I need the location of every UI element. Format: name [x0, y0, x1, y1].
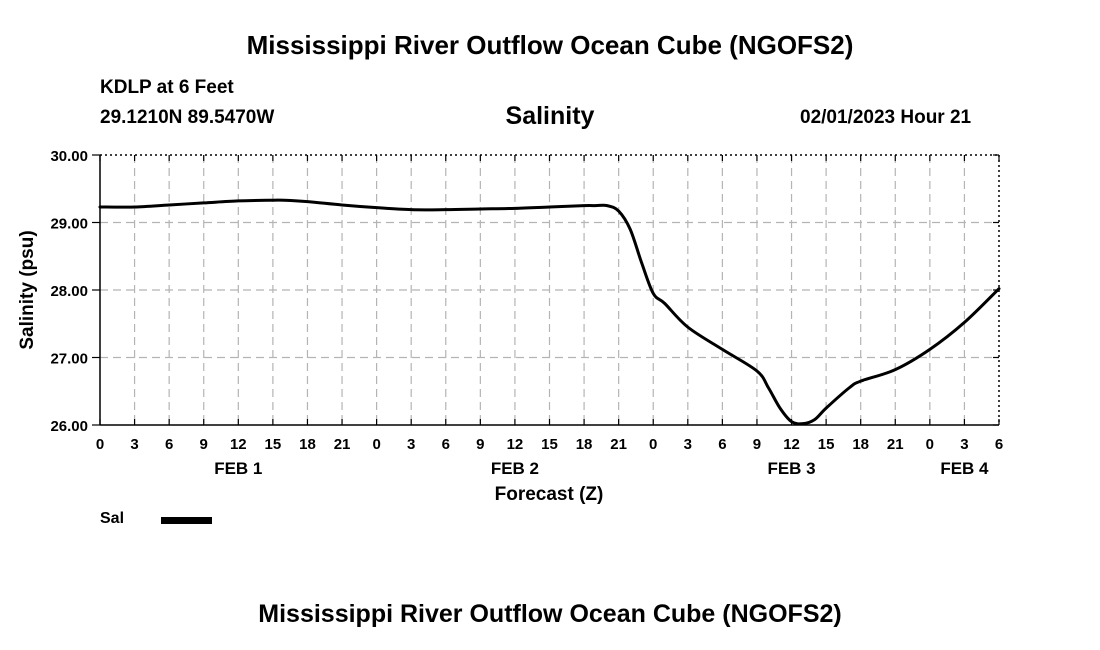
x-tick-label: 18: [852, 436, 869, 453]
x-tick-label: 21: [334, 436, 351, 453]
y-tick-label: 27.00: [50, 351, 88, 368]
y-axis-label: Salinity (psu): [17, 230, 38, 349]
x-tick-label: 9: [200, 436, 208, 453]
y-tick-label: 28.00: [50, 283, 88, 300]
x-tick-label: 0: [926, 436, 934, 453]
y-tick-label: 30.00: [50, 148, 88, 165]
x-tick-label: 6: [995, 436, 1003, 453]
x-tick-label: 0: [649, 436, 657, 453]
x-axis-label: Forecast (Z): [495, 484, 604, 505]
x-tick-label: 6: [442, 436, 450, 453]
x-tick-label: 18: [299, 436, 316, 453]
station-coordinates: 29.1210N 89.5470W: [100, 107, 275, 128]
x-tick-label: 21: [887, 436, 904, 453]
day-label: FEB 1: [214, 459, 262, 478]
y-tick-label: 29.00: [50, 216, 88, 233]
x-tick-label: 12: [507, 436, 524, 453]
x-tick-label: 15: [818, 436, 835, 453]
x-tick-label: 9: [476, 436, 484, 453]
x-tick-label: 0: [96, 436, 104, 453]
x-tick-label: 9: [753, 436, 761, 453]
y-tick-label: 26.00: [50, 418, 88, 435]
x-tick-label: 15: [265, 436, 282, 453]
x-tick-label: 3: [960, 436, 968, 453]
forecast-datetime: 02/01/2023 Hour 21: [800, 107, 972, 128]
x-tick-label: 6: [718, 436, 726, 453]
x-tick-label: 21: [610, 436, 627, 453]
chart-main-title-secondary: Mississippi River Outflow Ocean Cube (NG…: [258, 600, 842, 628]
chart-main-title: Mississippi River Outflow Ocean Cube (NG…: [246, 30, 854, 60]
chart-title: Salinity: [506, 102, 595, 130]
day-label: FEB 2: [491, 459, 539, 478]
axis-ticks: 0 3 6 9 12 15 18 21 0 3 6 9 12 15 18 21 0 3 6 9 12 15 18 21 0 3 6 2…: [50, 148, 1003, 478]
grid-layer: [100, 155, 999, 425]
station-label: KDLP at 6 Feet: [100, 77, 234, 98]
x-tick-label: 3: [130, 436, 138, 453]
x-tick-label: 3: [684, 436, 692, 453]
x-tick-label: 0: [372, 436, 380, 453]
legend-label: Sal: [100, 510, 125, 527]
series-line-sal: [98, 198, 1001, 426]
x-tick-label: 6: [165, 436, 173, 453]
x-tick-label: 12: [230, 436, 247, 453]
x-tick-label: 12: [783, 436, 800, 453]
x-tick-label: 3: [407, 436, 415, 453]
legend-line-swatch: [161, 517, 212, 524]
series-layer: [98, 198, 1001, 426]
day-label: FEB 4: [940, 459, 989, 478]
x-tick-label: 15: [541, 436, 558, 453]
day-label: FEB 3: [767, 459, 815, 478]
x-tick-label: 18: [576, 436, 593, 453]
